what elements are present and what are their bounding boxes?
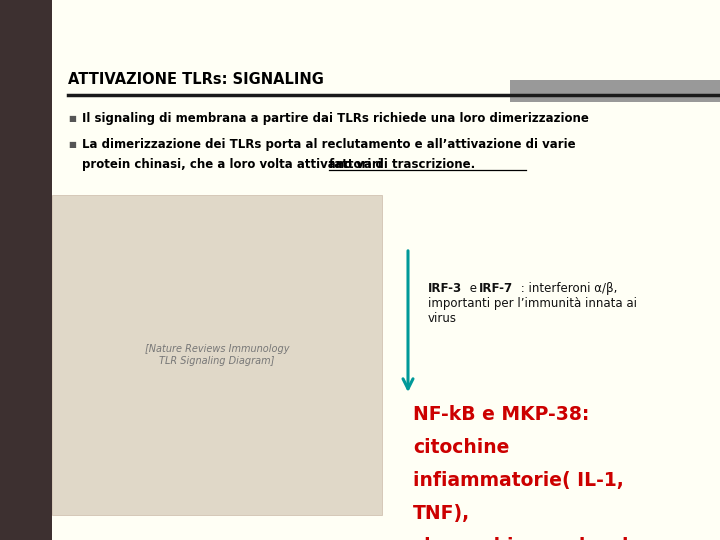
Text: e: e	[466, 282, 481, 295]
Text: IRF-7: IRF-7	[479, 282, 513, 295]
Text: ■: ■	[68, 114, 76, 123]
Text: TNF),: TNF),	[413, 504, 470, 523]
Text: : interferoni α/β,: : interferoni α/β,	[517, 282, 617, 295]
Text: protein chinasi, che a loro volta attivano vari: protein chinasi, che a loro volta attiva…	[82, 158, 386, 171]
Text: virus: virus	[428, 312, 457, 325]
Text: [Nature Reviews Immunology
TLR Signaling Diagram]: [Nature Reviews Immunology TLR Signaling…	[145, 344, 289, 366]
Text: NF-kB e MKP-38:: NF-kB e MKP-38:	[413, 405, 590, 424]
Bar	[52, 195, 382, 515]
Text: infiammatorie( IL-1,: infiammatorie( IL-1,	[413, 471, 624, 490]
Text: importanti per l’immunità innata ai: importanti per l’immunità innata ai	[428, 297, 637, 310]
Bar	[510, 80, 720, 102]
Text: fattori di trascrizione.: fattori di trascrizione.	[329, 158, 475, 171]
Text: citochine: citochine	[413, 438, 509, 457]
Text: IRF-3: IRF-3	[428, 282, 462, 295]
Bar	[0, 0, 52, 540]
Text: La dimerizzazione dei TLRs porta al reclutamento e all’attivazione di varie: La dimerizzazione dei TLRs porta al recl…	[82, 138, 575, 151]
Text: chemochine,molecol: chemochine,molecol	[413, 537, 629, 540]
Text: ■: ■	[68, 140, 76, 149]
Text: ATTIVAZIONE TLRs: SIGNALING: ATTIVAZIONE TLRs: SIGNALING	[68, 72, 324, 87]
Text: Il signaling di membrana a partire dai TLRs richiede una loro dimerizzazione: Il signaling di membrana a partire dai T…	[82, 112, 589, 125]
